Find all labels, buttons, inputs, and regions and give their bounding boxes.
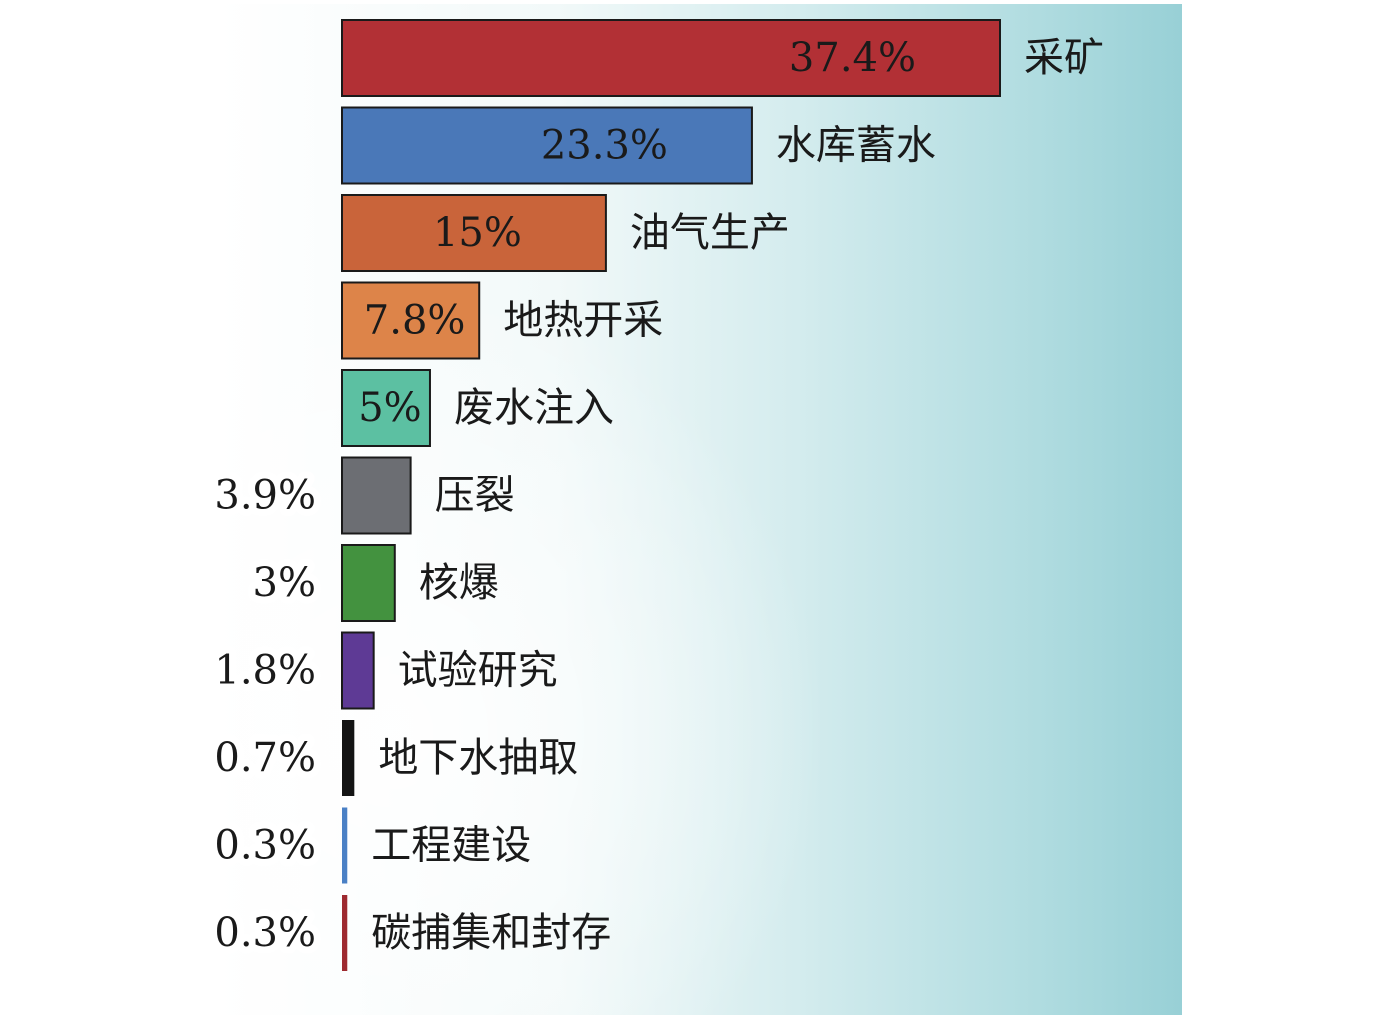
bar-group: 23.3% 水库蓄水 (341, 106, 936, 185)
data-label: 1.8% (214, 648, 316, 694)
bar-group: 15% 油气生产 (341, 194, 790, 272)
category-label: 地下水抽取 (378, 735, 578, 781)
bar-group: 3.9%3.9% 压裂 (207, 456, 515, 535)
category-label: 水库蓄水 (776, 123, 936, 169)
bar (341, 106, 753, 185)
data-label-halo: 0.3% (214, 910, 316, 956)
data-label-halo: 0.7% (214, 735, 316, 781)
data-label-halo: 0.3% (214, 823, 316, 869)
data-label: 0.7% (214, 735, 316, 781)
bar-group: 7.8% 地热开采 (341, 281, 663, 360)
category-label: 压裂 (435, 473, 515, 519)
data-label-halo: 1.8% (214, 648, 316, 694)
data-label-halo: 3.9% (214, 473, 316, 519)
category-label: 废水注入 (454, 385, 614, 431)
bar-group: 0.7%0.7% 地下水抽取 (207, 720, 578, 796)
category-label: 工程建设 (371, 823, 531, 869)
data-label: 37.4% (789, 35, 916, 81)
bar (342, 807, 348, 884)
bar (341, 456, 412, 535)
data-label: 7.8% (364, 298, 466, 344)
data-label: 5% (358, 385, 421, 431)
category-label: 碳捕集和封存 (371, 910, 611, 956)
bar (342, 720, 355, 796)
data-label: 0.3% (214, 823, 316, 869)
data-label: 23.3% (541, 123, 668, 169)
bar (341, 631, 375, 710)
bars-layer: 37.4% 采矿 23.3% 水库蓄水 15% 油气生产 7.8% 地热开采 5% 废水注入 3.9… (207, 19, 1104, 971)
category-label: 核爆 (419, 560, 499, 606)
category-label: 地热开采 (503, 298, 663, 344)
data-label: 15% (433, 210, 522, 256)
bar-group: 5% 废水注入 (341, 369, 614, 447)
data-label: 0.3% (214, 910, 316, 956)
bar-group: 0.3%0.3% 工程建设 (207, 807, 531, 884)
category-label: 油气生产 (630, 210, 790, 256)
bar (341, 369, 431, 447)
bar (341, 194, 607, 272)
data-label: 3% (253, 560, 316, 606)
bar-group: 0.3%0.3% 碳捕集和封存 (207, 895, 611, 971)
bar (341, 544, 396, 622)
bar (341, 281, 481, 360)
bar-group: 1.8%1.8% 试验研究 (207, 631, 558, 710)
category-label: 试验研究 (398, 648, 558, 694)
bar-group: 3%3% 核爆 (246, 544, 499, 622)
bar (341, 19, 1001, 97)
category-label: 采矿 (1024, 35, 1104, 81)
data-label: 3.9% (214, 473, 316, 519)
data-label-halo: 3% (253, 560, 316, 606)
bar-group: 37.4% 采矿 (341, 19, 1104, 97)
bar (342, 895, 348, 971)
